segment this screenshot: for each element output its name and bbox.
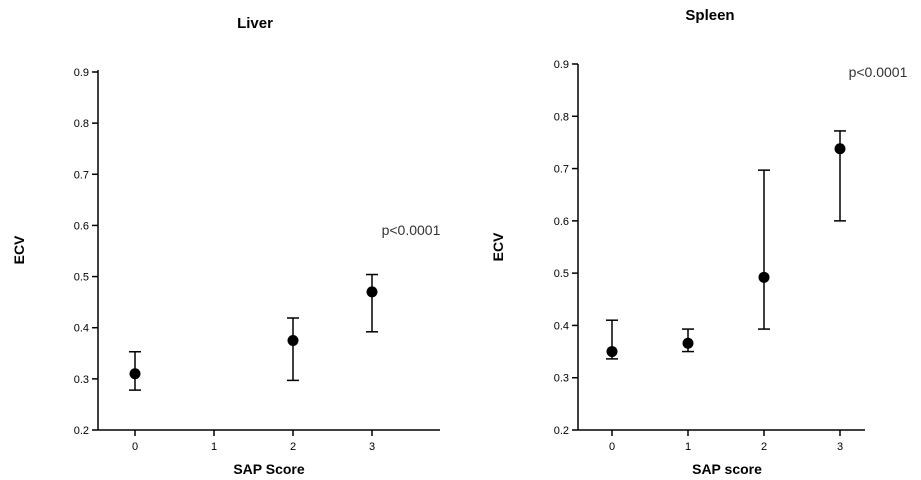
liver-x-tick-label: 0 (132, 441, 138, 453)
liver-y-ticks: 0.2 0.3 0.4 0.5 0.6 0.7 0.8 0.9 (74, 67, 98, 437)
spleen-data-point (834, 143, 846, 155)
spleen-data-point (682, 337, 694, 349)
liver-panel: Liver ECV SAP Score p<0.0001 0.20.30.40.… (11, 15, 441, 477)
liver-y-tick-label: 0.4 (74, 323, 89, 335)
spleen-data-point (606, 346, 618, 358)
spleen-y-tick-label: 0.3 (554, 373, 569, 385)
spleen-y-axis-label: ECV (490, 232, 506, 261)
liver-y-tick-label: 0.3 (74, 374, 89, 386)
spleen-x-tick-label: 0 (609, 441, 615, 453)
liver-x-tick-label: 1 (211, 441, 217, 453)
spleen-y-tick-label: 0.6 (554, 216, 569, 228)
liver-x-tick-label: 2 (290, 441, 296, 453)
spleen-data-marks (606, 130, 846, 360)
spleen-y-ticks: 0.2 0.3 0.4 0.5 0.6 0.7 0.8 0.9 (554, 59, 578, 437)
liver-data-point (287, 335, 299, 346)
spleen-x-axis-label: SAP score (692, 461, 762, 477)
spleen-y-tick-label: 0.7 (554, 164, 569, 176)
spleen-y-tick-label: 0.9 (554, 59, 569, 71)
spleen-p-value: p<0.0001 (849, 64, 908, 80)
liver-data-point (129, 368, 141, 380)
liver-y-tick-label: 0.5 (74, 272, 89, 284)
spleen-title: Spleen (685, 7, 734, 24)
spleen-panel: Spleen ECV SAP score p<0.0001 0.20.30.40… (490, 7, 908, 477)
liver-y-tick-label: 0.8 (74, 118, 89, 130)
spleen-x-tick-label: 3 (837, 441, 843, 453)
spleen-y-tick-label: 0.2 (554, 425, 569, 437)
liver-x-ticks: 0 1 2 3 (132, 430, 375, 453)
spleen-y-tick-label: 0.8 (554, 111, 569, 123)
liver-y-tick-label: 0.2 (74, 425, 89, 437)
liver-x-tick-label: 3 (369, 441, 375, 453)
liver-y-tick-label: 0.9 (74, 67, 89, 79)
liver-p-value: p<0.0001 (382, 222, 441, 238)
spleen-x-tick-label: 1 (685, 441, 691, 453)
spleen-x-ticks: 0 1 2 3 (609, 430, 843, 453)
spleen-x-tick-label: 2 (761, 441, 767, 453)
liver-title: Liver (237, 15, 273, 32)
liver-x-axis-label: SAP Score (233, 461, 305, 477)
liver-data-point (366, 286, 378, 298)
liver-y-tick-label: 0.6 (74, 220, 89, 232)
spleen-data-point (758, 271, 770, 283)
liver-y-axis-label: ECV (11, 235, 27, 264)
liver-data-marks (129, 273, 378, 391)
spleen-y-tick-label: 0.5 (554, 268, 569, 280)
spleen-y-tick-label: 0.4 (554, 320, 569, 332)
liver-y-tick-label: 0.7 (74, 169, 89, 181)
